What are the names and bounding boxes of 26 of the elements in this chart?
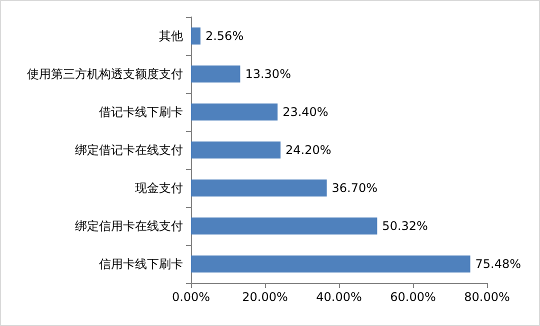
y-tick-label: 信用卡线下刷卡 [99,257,183,271]
y-tick-label: 其他 [159,29,183,43]
y-tick-label: 绑定信用卡在线支付 [75,219,183,233]
data-label: 23.40% [282,105,328,119]
data-label: 13.30% [245,67,291,81]
bar [191,255,470,273]
y-tick-label: 使用第三方机构透支额度支付 [27,67,183,81]
y-tick-label: 借记卡线下刷卡 [99,105,183,119]
data-label: 50.32% [382,219,428,233]
x-tick-label: 80.00% [464,290,510,304]
bar [191,103,278,121]
data-label: 75.48% [475,257,522,271]
data-label: 36.70% [332,181,378,195]
bar [191,179,327,197]
x-tick-label: 0.00% [172,290,210,304]
y-tick-label: 绑定借记卡在线支付 [75,143,183,157]
data-label: 2.56% [205,29,244,43]
y-tick-label: 现金支付 [135,181,183,195]
data-label: 24.20% [286,143,332,157]
bar [191,65,240,83]
bar [191,27,200,45]
x-tick-label: 60.00% [390,290,436,304]
x-tick-label: 40.00% [316,290,362,304]
bar [191,141,281,159]
bar [191,217,378,235]
x-tick-label: 20.00% [242,290,288,304]
